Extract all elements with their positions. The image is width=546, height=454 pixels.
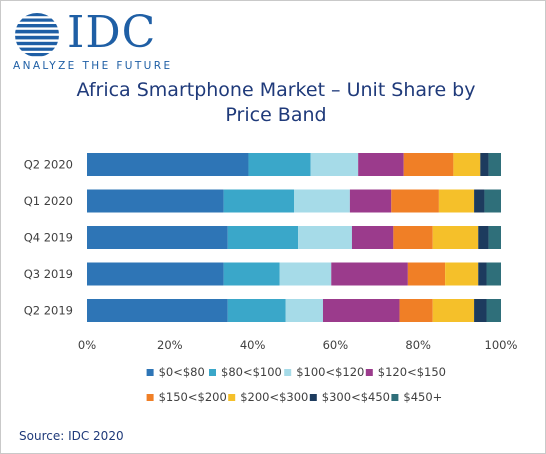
bar-segment [478,262,487,286]
legend-swatch [365,369,373,376]
bar-segment [310,153,359,176]
globe-icon [15,13,59,57]
x-tick-label: 80% [405,338,431,352]
category-label: Q2 2020 [24,158,73,172]
legend-swatch [209,369,216,376]
bar-segment [403,153,454,176]
legend-label: $100<$120 [296,365,364,379]
bar-segment [285,299,323,322]
legend-label: $150<$200 [159,390,227,404]
chart-title: Africa Smartphone Market – Unit Share by… [61,78,491,128]
legend-swatch [391,394,399,401]
bar-segment [399,299,433,322]
legend-item: $450+ [391,390,442,404]
bar-segment [432,226,479,249]
brand-tagline: ANALYZE THE FUTURE [13,60,173,72]
legend-item: $100<$120 [284,365,364,379]
bar-segment [227,226,299,249]
bar-segment [391,189,439,213]
legend-label: $300<$450 [322,390,390,404]
bars-group [87,153,501,322]
legend-swatch [309,394,317,401]
legend-swatch [146,369,154,376]
bar-segment [87,153,249,176]
bar-segment [486,262,501,286]
bar-segment [488,153,501,176]
legend-label: $0<$80 [159,365,205,379]
bar-segment [87,226,228,249]
bar-segment [488,226,501,249]
category-label: Q1 2020 [24,194,73,208]
idc-logo: IDC ANALYZE THE FUTURE [13,7,183,72]
category-label: Q4 2019 [24,231,73,245]
legend-swatch [228,394,236,401]
legend-item: $150<$200 [146,390,227,404]
legend-swatch [284,369,292,376]
bar-segment [407,262,446,286]
legend-swatch [146,394,154,401]
legend-item: $120<$150 [365,365,446,379]
category-labels: Q2 2020 Q1 2020 Q4 2019 Q3 2019 Q2 2019 [24,158,73,318]
bar-segment [87,189,224,213]
category-label: Q2 2019 [24,304,73,318]
bar-segment [486,299,501,322]
bar-segment [87,262,224,286]
bar-segment [445,262,479,286]
bar-segment [351,226,394,249]
legend-label: $450+ [403,390,442,404]
bar-segment [223,262,280,286]
bar-segment [87,299,228,322]
source-note: Source: IDC 2020 [19,429,124,443]
bar-segment [484,189,501,213]
bar-segment [358,153,404,176]
bar-segment [474,299,487,322]
bar-segment [322,299,400,322]
x-tick-labels: 0% 20% 40% 60% 80% 100% [78,338,518,352]
legend-item: $200<$300 [228,390,308,404]
bar-segment [279,262,332,286]
legend-item: $80<$100 [209,365,282,379]
chart-title-line-2: Price Band [225,104,327,126]
legend-item: $0<$80 [146,365,205,379]
bar-segment [438,189,475,213]
bar-segment [480,153,489,176]
x-tick-label: 0% [78,338,96,352]
x-tick-label: 100% [485,338,518,352]
brand-name: IDC [67,7,157,58]
x-tick-label: 20% [157,338,183,352]
legend-label: $80<$100 [221,365,282,379]
chart-title-line-1: Africa Smartphone Market – Unit Share by [76,79,476,101]
bar-segment [298,226,352,249]
bar-segment [453,153,481,176]
legend: $0<$80 $80<$100 $100<$120 $120<$150 $150<$20… [146,365,446,404]
bar-segment [294,189,350,213]
bar-segment [478,226,489,249]
legend-label: $120<$150 [378,365,446,379]
x-tick-label: 60% [323,338,349,352]
bar-segment [474,189,485,213]
x-tick-label: 40% [240,338,266,352]
bar-segment [227,299,286,322]
bar-segment [393,226,433,249]
category-label: Q3 2019 [24,267,73,281]
legend-item: $300<$450 [309,390,390,404]
bar-segment [223,189,294,213]
legend-label: $200<$300 [240,390,308,404]
bar-segment [432,299,475,322]
bar-segment [248,153,311,176]
bar-segment [331,262,408,286]
bar-segment [349,189,392,213]
